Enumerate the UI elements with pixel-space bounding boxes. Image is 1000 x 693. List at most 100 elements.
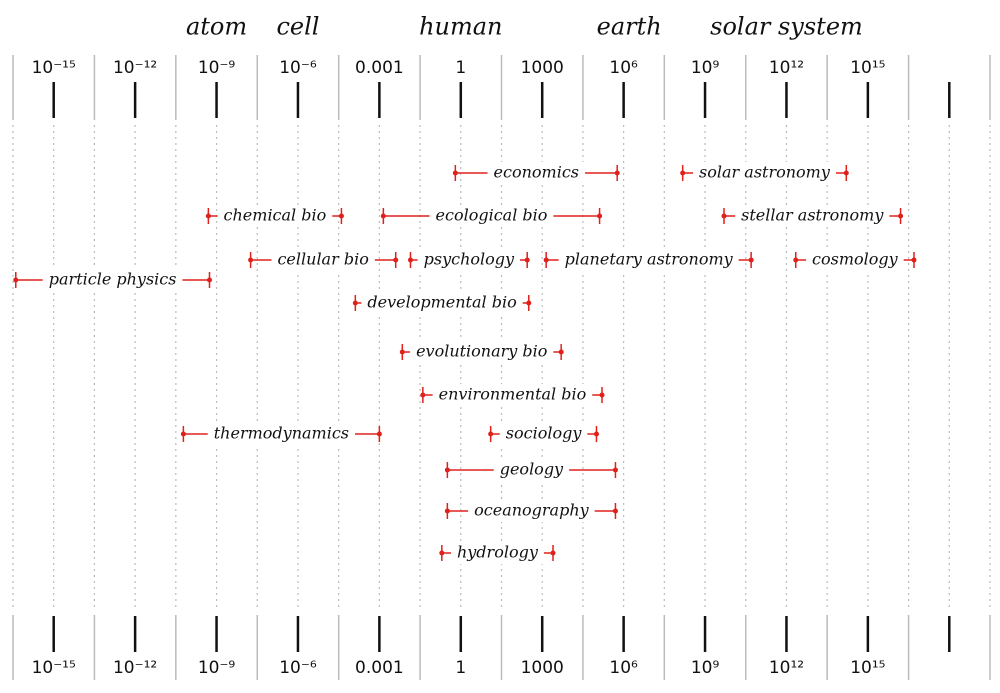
range-end-dot <box>407 257 413 263</box>
scale-label: cell <box>276 13 319 41</box>
range-end-dot <box>543 257 549 263</box>
label-bg <box>432 384 593 406</box>
range-label: particle physics <box>49 270 177 289</box>
range-label: psychology <box>424 250 515 269</box>
range-end-dot <box>612 508 618 514</box>
range-end-dot <box>526 300 532 306</box>
range: cosmology <box>793 249 917 271</box>
range: evolutionary bio <box>399 341 564 363</box>
range-label: chemical bio <box>224 206 327 225</box>
range: thermodynamics <box>180 423 382 445</box>
range-end-dot <box>898 213 904 219</box>
range-end-dot <box>439 550 445 556</box>
x-tick-label: 10⁻⁶ <box>279 58 317 78</box>
label-bg <box>429 205 554 227</box>
range-end-dot <box>376 431 382 437</box>
range-label: hydrology <box>457 543 539 562</box>
range-label: oceanography <box>474 501 590 520</box>
x-tick-label: 10¹⁵ <box>850 658 885 678</box>
range-label: environmental bio <box>439 385 587 404</box>
x-tick-label: 10⁹ <box>691 658 720 678</box>
label-bg <box>417 249 521 271</box>
range-label: thermodynamics <box>214 424 349 443</box>
range: geology <box>444 459 618 481</box>
range: psychology <box>407 249 530 271</box>
range-end-dot <box>721 213 727 219</box>
range: economics <box>452 162 620 184</box>
range-end-dot <box>911 257 917 263</box>
range-end-dot <box>843 170 849 176</box>
x-tick-label: 1000 <box>521 58 564 78</box>
range-label: ecological bio <box>436 206 548 225</box>
label-bg <box>42 269 183 291</box>
x-tick-label: 1000 <box>521 658 564 678</box>
label-bg <box>693 162 836 184</box>
range-label: stellar astronomy <box>741 206 884 225</box>
range-label: planetary astronomy <box>565 250 734 269</box>
x-tick-label: 10¹² <box>769 58 804 78</box>
range-end-dot <box>680 170 686 176</box>
range: ecological bio <box>380 205 603 227</box>
x-tick-label: 10⁹ <box>691 58 720 78</box>
range-end-dot <box>380 213 386 219</box>
x-tick-label: 0.001 <box>355 658 404 678</box>
range-end-dot <box>180 431 186 437</box>
range-label: solar astronomy <box>699 163 831 182</box>
range: sociology <box>488 423 599 445</box>
scale-label: human <box>419 13 502 41</box>
range-end-dot <box>593 431 599 437</box>
range-end-dot <box>612 467 618 473</box>
range: chemical bio <box>205 205 344 227</box>
range: oceanography <box>444 500 618 522</box>
range-end-dot <box>599 392 605 398</box>
range-end-dot <box>793 257 799 263</box>
range: solar astronomy <box>680 162 849 184</box>
range: particle physics <box>13 269 212 291</box>
range-end-dot <box>597 213 603 219</box>
x-tick-label: 10⁶ <box>609 658 638 678</box>
range-end-dot <box>748 257 754 263</box>
range: developmental bio <box>352 292 532 314</box>
range-end-dot <box>352 300 358 306</box>
range-label: cellular bio <box>277 250 368 269</box>
x-tick-label: 10⁻¹⁵ <box>32 658 76 678</box>
x-tick-label: 10⁻¹⁵ <box>32 58 76 78</box>
range: environmental bio <box>420 384 605 406</box>
range-end-dot <box>550 550 556 556</box>
scale-label: atom <box>186 13 247 41</box>
label-bg <box>493 459 570 481</box>
range-label: cosmology <box>812 250 899 269</box>
label-bg <box>361 292 523 314</box>
x-tick-label: 1 <box>455 658 466 678</box>
range: hydrology <box>439 542 556 564</box>
x-tick-label: 1 <box>455 58 466 78</box>
range-label: geology <box>500 460 564 479</box>
range-end-dot <box>338 213 344 219</box>
range-end-dot <box>420 392 426 398</box>
label-bg <box>468 500 595 522</box>
range: planetary astronomy <box>543 249 754 271</box>
range-label: evolutionary bio <box>416 342 547 361</box>
label-bg <box>207 423 356 445</box>
x-tick-label: 10¹⁵ <box>850 58 885 78</box>
x-tick-label: 0.001 <box>355 58 404 78</box>
x-tick-label: 10⁻¹² <box>113 58 157 78</box>
label-bg <box>450 542 544 564</box>
range-end-dot <box>488 431 494 437</box>
range-end-dot <box>444 508 450 514</box>
label-bg <box>806 249 904 271</box>
range-end-dot <box>393 257 399 263</box>
range-end-dot <box>524 257 530 263</box>
label-bg <box>735 205 890 227</box>
label-bg <box>217 205 333 227</box>
x-tick-label: 10⁻¹² <box>113 658 157 678</box>
label-bg <box>499 423 588 445</box>
range-end-dot <box>13 277 19 283</box>
range-end-dot <box>205 213 211 219</box>
range-label: developmental bio <box>367 293 516 312</box>
label-bg <box>558 249 739 271</box>
range-end-dot <box>399 349 405 355</box>
range-end-dot <box>558 349 564 355</box>
